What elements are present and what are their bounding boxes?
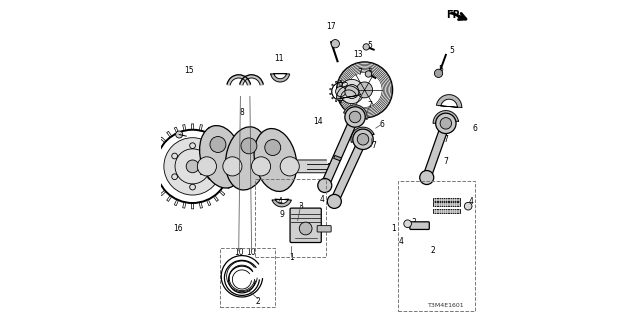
Text: 11: 11	[274, 53, 284, 62]
Polygon shape	[272, 199, 291, 207]
Text: T3M4E1601: T3M4E1601	[428, 303, 464, 308]
Polygon shape	[433, 111, 458, 123]
Circle shape	[223, 157, 242, 176]
Circle shape	[241, 138, 257, 154]
Text: 15: 15	[184, 66, 194, 75]
Circle shape	[186, 160, 199, 173]
Text: 5: 5	[438, 65, 444, 74]
Circle shape	[197, 157, 216, 176]
Circle shape	[175, 131, 182, 138]
Text: 16: 16	[173, 224, 183, 233]
Ellipse shape	[200, 125, 243, 188]
FancyBboxPatch shape	[330, 137, 367, 204]
Text: 13: 13	[353, 50, 363, 59]
Polygon shape	[200, 155, 326, 176]
Bar	[433, 209, 460, 212]
Text: 10: 10	[246, 248, 256, 257]
Circle shape	[252, 157, 271, 176]
Text: 4: 4	[469, 197, 474, 206]
Text: 14: 14	[314, 117, 323, 126]
Text: 9: 9	[279, 210, 284, 219]
Text: 5: 5	[450, 45, 454, 55]
Ellipse shape	[254, 129, 297, 191]
Text: 1: 1	[289, 253, 294, 262]
Text: 3: 3	[412, 218, 417, 227]
Text: 6: 6	[380, 120, 385, 130]
FancyBboxPatch shape	[290, 208, 321, 243]
Circle shape	[436, 113, 456, 133]
Ellipse shape	[225, 127, 268, 190]
Bar	[333, 156, 341, 161]
Text: 18: 18	[326, 164, 336, 172]
Text: 7: 7	[444, 157, 448, 166]
Circle shape	[340, 79, 364, 104]
Text: 12: 12	[339, 82, 349, 91]
Polygon shape	[271, 74, 289, 82]
Text: 4: 4	[399, 237, 404, 246]
Circle shape	[349, 111, 361, 123]
Circle shape	[465, 202, 472, 210]
Text: 7: 7	[444, 135, 448, 144]
Text: 7: 7	[367, 101, 372, 110]
Polygon shape	[227, 75, 250, 85]
Bar	[220, 248, 275, 307]
Text: 6: 6	[472, 124, 477, 132]
Circle shape	[300, 222, 312, 235]
Circle shape	[353, 129, 373, 149]
Bar	[433, 197, 460, 201]
Text: 4: 4	[278, 197, 283, 206]
Text: 8: 8	[239, 108, 244, 117]
FancyBboxPatch shape	[317, 226, 331, 232]
Circle shape	[331, 40, 339, 48]
Text: 2: 2	[255, 297, 260, 306]
Polygon shape	[344, 105, 367, 119]
Text: 4: 4	[319, 195, 324, 204]
Text: 1: 1	[391, 224, 396, 233]
Text: 5: 5	[367, 68, 372, 77]
Circle shape	[345, 107, 365, 127]
FancyBboxPatch shape	[422, 121, 450, 180]
Bar	[398, 181, 474, 311]
Circle shape	[420, 171, 434, 185]
Polygon shape	[337, 86, 360, 99]
Text: 3: 3	[298, 202, 303, 211]
Text: 17: 17	[326, 22, 336, 31]
Circle shape	[280, 157, 300, 176]
Circle shape	[318, 179, 332, 193]
Circle shape	[265, 140, 281, 156]
Bar	[433, 202, 460, 206]
Circle shape	[440, 118, 452, 129]
Circle shape	[335, 86, 346, 97]
Circle shape	[435, 69, 443, 77]
Circle shape	[327, 195, 341, 208]
Text: 10: 10	[234, 248, 244, 257]
Circle shape	[363, 44, 369, 50]
Text: FR.: FR.	[446, 10, 464, 20]
Circle shape	[404, 220, 412, 228]
Bar	[255, 179, 326, 257]
FancyBboxPatch shape	[410, 222, 429, 229]
Polygon shape	[240, 75, 263, 85]
Circle shape	[164, 138, 221, 195]
Text: 7: 7	[372, 141, 376, 150]
Text: 2: 2	[431, 246, 435, 255]
Circle shape	[345, 84, 359, 99]
Circle shape	[356, 82, 372, 98]
Polygon shape	[351, 127, 374, 142]
Circle shape	[365, 71, 372, 77]
Text: 7: 7	[357, 68, 362, 77]
Polygon shape	[436, 95, 462, 108]
Circle shape	[357, 133, 369, 145]
FancyBboxPatch shape	[321, 115, 359, 188]
Text: 5: 5	[367, 41, 372, 50]
Circle shape	[210, 137, 226, 152]
